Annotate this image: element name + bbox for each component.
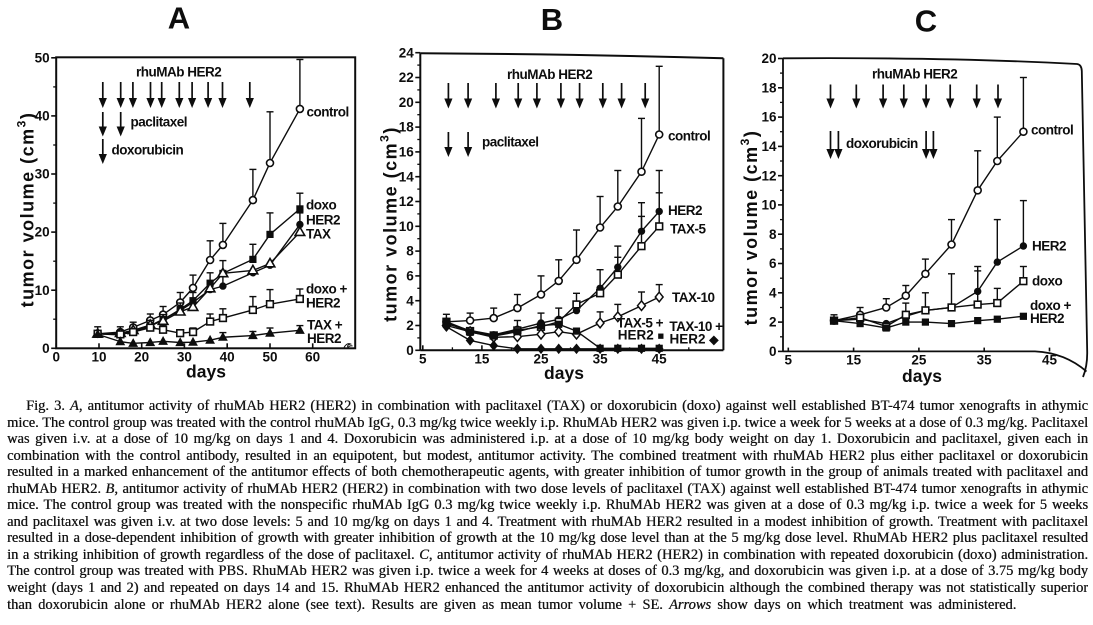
svg-text:5: 5 (419, 352, 427, 367)
svg-text:10: 10 (761, 198, 776, 213)
svg-text:24: 24 (399, 45, 415, 60)
svg-text:doxo: doxo (1032, 274, 1063, 289)
svg-text:0: 0 (42, 341, 50, 356)
svg-text:tumor volume (cm3): tumor volume (cm3) (378, 126, 401, 322)
svg-text:30: 30 (177, 350, 192, 365)
svg-text:HER2: HER2 (1030, 311, 1064, 326)
svg-text:0: 0 (769, 344, 777, 359)
svg-text:20: 20 (35, 225, 50, 240)
svg-text:TAX-10 +: TAX-10 + (669, 319, 723, 334)
svg-text:4: 4 (769, 285, 777, 300)
svg-text:45: 45 (1042, 353, 1058, 368)
svg-text:C: C (915, 4, 937, 39)
svg-text:12: 12 (761, 168, 776, 183)
svg-text:control: control (307, 105, 349, 120)
svg-text:days: days (544, 363, 584, 383)
svg-text:18: 18 (761, 80, 777, 95)
svg-text:10: 10 (399, 219, 414, 234)
svg-text:50: 50 (262, 350, 277, 365)
svg-text:HER2: HER2 (1032, 239, 1066, 254)
svg-text:2: 2 (406, 318, 414, 333)
svg-text:60: 60 (305, 350, 320, 365)
svg-text:25: 25 (533, 352, 549, 367)
svg-text:doxo: doxo (306, 198, 337, 213)
svg-text:HER2: HER2 (306, 296, 340, 311)
svg-text:2: 2 (769, 315, 777, 330)
svg-text:15: 15 (846, 353, 862, 368)
svg-text:40: 40 (220, 350, 235, 365)
svg-text:50: 50 (35, 50, 50, 65)
svg-text:doxorubicin: doxorubicin (112, 143, 184, 158)
svg-text:0: 0 (52, 350, 60, 365)
svg-text:A: A (168, 1, 190, 36)
svg-text:rhuMAb HER2: rhuMAb HER2 (507, 67, 592, 82)
svg-text:10: 10 (35, 283, 50, 298)
svg-text:35: 35 (977, 353, 993, 368)
svg-text:paclitaxel: paclitaxel (131, 115, 188, 130)
svg-text:HER2: HER2 (668, 203, 702, 218)
svg-text:tumor volume (cm3): tumor volume (cm3) (738, 130, 761, 326)
svg-text:40: 40 (35, 109, 50, 124)
svg-text:8: 8 (769, 227, 777, 242)
svg-text:rhuMAb HER2: rhuMAb HER2 (872, 67, 957, 82)
svg-text:14: 14 (399, 169, 415, 184)
svg-text:doxorubicin: doxorubicin (846, 136, 918, 151)
svg-text:6: 6 (769, 256, 777, 271)
svg-text:TAX-5 +: TAX-5 + (617, 316, 664, 331)
svg-text:20: 20 (761, 51, 776, 66)
svg-text:paclitaxel: paclitaxel (482, 135, 539, 150)
svg-text:TAX-5: TAX-5 (670, 222, 706, 237)
svg-text:20: 20 (134, 350, 149, 365)
svg-text:14: 14 (761, 139, 777, 154)
svg-text:4: 4 (406, 293, 414, 308)
svg-text:0: 0 (406, 343, 414, 358)
svg-text:doxo +: doxo + (1030, 298, 1071, 313)
svg-text:12: 12 (399, 194, 414, 209)
svg-text:doxo +: doxo + (306, 282, 347, 297)
svg-text:control: control (1031, 123, 1073, 138)
svg-text:22: 22 (399, 70, 414, 85)
svg-text:15: 15 (474, 352, 490, 367)
svg-text:20: 20 (399, 95, 414, 110)
svg-text:HER2: HER2 (307, 331, 341, 346)
svg-text:35: 35 (593, 352, 609, 367)
svg-text:tumor volume (cm3): tumor volume (cm3) (15, 112, 38, 308)
svg-text:rhuMAb HER2: rhuMAb HER2 (136, 65, 221, 80)
svg-text:TAX: TAX (306, 227, 331, 242)
svg-text:TAX +: TAX + (307, 318, 343, 333)
svg-text:18: 18 (399, 120, 415, 135)
svg-text:B: B (541, 2, 563, 37)
svg-text:HER2: HER2 (306, 213, 340, 228)
svg-text:HER2 ■: HER2 ■ (618, 328, 664, 343)
svg-text:6: 6 (406, 269, 414, 284)
svg-text:10: 10 (91, 350, 106, 365)
svg-text:control: control (668, 129, 710, 144)
svg-text:8: 8 (406, 244, 414, 259)
svg-text:45: 45 (652, 352, 668, 367)
svg-text:16: 16 (399, 145, 415, 160)
svg-text:5: 5 (785, 353, 793, 368)
svg-text:25: 25 (911, 353, 927, 368)
svg-text:30: 30 (35, 167, 50, 182)
svg-text:TAX-10: TAX-10 (672, 290, 715, 305)
svg-text:days: days (186, 362, 226, 382)
svg-text:days: days (902, 366, 942, 386)
svg-text:HER2 ◆: HER2 ◆ (670, 332, 720, 347)
svg-text:16: 16 (761, 110, 777, 125)
